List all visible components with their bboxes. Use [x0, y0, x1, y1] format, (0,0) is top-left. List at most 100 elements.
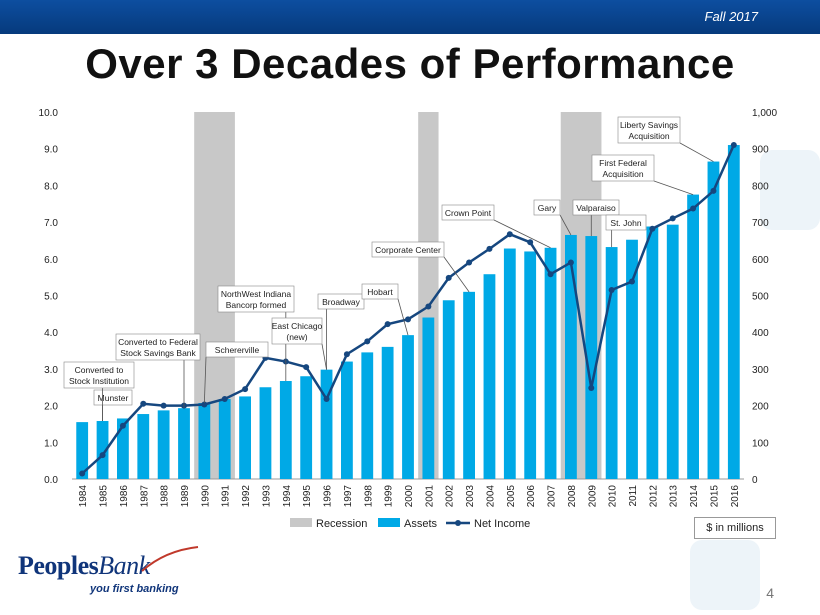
- annotation-leader: [203, 356, 207, 404]
- net-income-point: [160, 402, 167, 409]
- asset-bar: [727, 145, 740, 479]
- annotation-label: (new): [286, 332, 307, 342]
- x-axis-tick-label: 2002: [445, 485, 456, 508]
- net-income-point: [119, 422, 126, 429]
- net-income-point: [242, 386, 249, 393]
- annotation-leader: [493, 219, 551, 249]
- asset-bar: [259, 387, 272, 479]
- right-axis-tick-label: 1,000: [752, 108, 777, 119]
- net-income-point: [384, 321, 391, 328]
- annotation-box: [591, 154, 655, 182]
- annotation-label: Acquisition: [628, 131, 669, 141]
- x-axis-tick-label: 2001: [424, 485, 435, 508]
- decorative-tile: [690, 540, 760, 610]
- net-income-point: [527, 239, 534, 246]
- net-income-point: [364, 338, 371, 345]
- asset-bar: [361, 352, 374, 479]
- asset-bar: [544, 247, 557, 479]
- x-axis-tick-label: 1992: [241, 485, 252, 508]
- left-axis-tick-label: 8.0: [44, 181, 58, 192]
- legend-marker-net-income: [455, 520, 461, 526]
- annotation-box: [205, 341, 269, 358]
- legend-label-net-income: Net Income: [474, 518, 530, 530]
- right-axis-tick-label: 200: [752, 402, 769, 413]
- net-income-point: [405, 316, 411, 323]
- net-income-point: [343, 351, 350, 358]
- annotation-label: East Chicago: [272, 321, 323, 331]
- net-income-point: [506, 231, 513, 238]
- annotation-label: Munster: [98, 393, 129, 403]
- annotation-label: St. John: [610, 218, 641, 228]
- annotation-label: Converted to Federal: [118, 337, 198, 347]
- asset-bar: [585, 236, 598, 479]
- asset-bar: [381, 346, 394, 479]
- annotation-leader: [443, 256, 470, 293]
- asset-bar: [117, 418, 129, 479]
- x-axis-tick-label: 2015: [709, 485, 720, 508]
- right-axis-tick-label: 500: [752, 292, 769, 303]
- right-axis-tick-label: 0: [752, 475, 758, 486]
- annotation-label: Stock Institution: [69, 376, 129, 386]
- x-axis-tick-label: 1988: [160, 485, 171, 508]
- left-axis-tick-label: 10.0: [39, 108, 59, 119]
- net-income-point: [710, 187, 717, 194]
- asset-bar: [422, 317, 435, 479]
- x-axis-tick-label: 1989: [180, 485, 191, 508]
- x-axis-tick-label: 1999: [384, 485, 395, 508]
- annotation-box: [271, 317, 323, 345]
- decorative-tile: [760, 150, 820, 230]
- left-axis-tick-label: 3.0: [44, 365, 58, 376]
- x-axis-tick-label: 2014: [689, 485, 700, 508]
- x-axis-tick-label: 2009: [587, 485, 598, 508]
- x-axis-tick-label: 1996: [323, 485, 334, 508]
- asset-bar: [646, 226, 659, 479]
- logo-tagline: you first banking: [90, 583, 179, 595]
- asset-bar: [626, 239, 638, 479]
- units-note: $ in millions: [694, 517, 776, 539]
- asset-bar: [300, 376, 313, 479]
- annotation-leader: [397, 298, 409, 336]
- net-income-point: [629, 278, 635, 285]
- annotation-label: Hobart: [367, 287, 393, 297]
- x-axis-tick-label: 2007: [547, 485, 558, 508]
- net-income-point: [730, 142, 737, 149]
- asset-bar: [402, 335, 414, 479]
- annotation-box: [217, 285, 295, 313]
- annotation-label: Acquisition: [602, 169, 643, 179]
- x-axis-tick-label: 1985: [99, 485, 110, 508]
- asset-bar: [137, 414, 150, 479]
- annotation-label: Liberty Savings: [620, 120, 678, 130]
- annotation-label: Crown Point: [445, 208, 492, 218]
- asset-bar: [341, 361, 353, 479]
- left-axis-tick-label: 2.0: [44, 402, 58, 413]
- annotation-box: [93, 389, 133, 406]
- net-income-point: [608, 286, 615, 293]
- annotation-label: Gary: [538, 203, 557, 213]
- annotation-label: Schererville: [215, 345, 260, 355]
- x-axis-tick-label: 2006: [526, 485, 537, 508]
- net-income-point: [649, 225, 656, 232]
- header-bar: Fall 2017: [0, 0, 820, 34]
- right-axis-tick-label: 100: [752, 438, 769, 449]
- annotation-label: Corporate Center: [375, 245, 441, 255]
- annotation-box: [361, 283, 399, 300]
- net-income-point: [445, 274, 452, 281]
- legend-swatch-recession: [290, 518, 312, 527]
- annotation-label: Converted to: [75, 365, 124, 375]
- asset-bar: [76, 422, 89, 479]
- annotation-box: [605, 214, 647, 231]
- right-axis-tick-label: 300: [752, 365, 769, 376]
- x-axis-tick-label: 1995: [302, 485, 313, 508]
- asset-bar: [687, 194, 699, 479]
- asset-bar: [279, 381, 292, 479]
- asset-bar: [463, 291, 475, 479]
- asset-bar: [483, 274, 496, 479]
- left-axis-tick-label: 0.0: [44, 475, 58, 486]
- right-axis-tick-label: 800: [752, 181, 769, 192]
- net-income-point: [425, 303, 432, 310]
- left-axis-tick-label: 9.0: [44, 145, 58, 156]
- asset-bar: [442, 300, 455, 479]
- right-axis-tick-label: 400: [752, 328, 769, 339]
- annotation-leader: [559, 214, 572, 236]
